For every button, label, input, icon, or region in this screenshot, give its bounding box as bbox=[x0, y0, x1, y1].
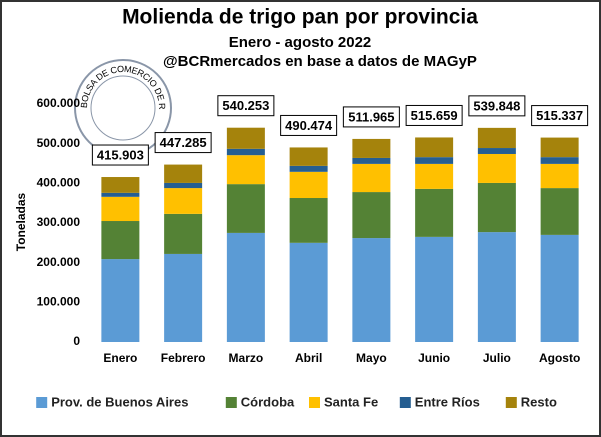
x-tick-label: Agosto bbox=[539, 351, 580, 365]
chart-title: Molienda de trigo pan por provincia bbox=[122, 6, 478, 29]
legend-label: Córdoba bbox=[241, 394, 295, 409]
legend-swatch bbox=[36, 397, 48, 408]
x-tick-label: Febrero bbox=[161, 351, 206, 365]
total-label: 515.337 bbox=[536, 108, 583, 123]
bar-segment bbox=[226, 184, 265, 233]
bar-segment bbox=[289, 147, 328, 166]
bar-segment bbox=[226, 232, 265, 342]
bar-segment bbox=[540, 137, 579, 158]
bar-segment bbox=[540, 188, 579, 235]
legend-label: Prov. de Buenos Aires bbox=[51, 394, 188, 409]
bar-segment bbox=[226, 155, 265, 185]
total-box bbox=[342, 106, 400, 128]
bar-segment bbox=[101, 196, 140, 222]
legend-swatch bbox=[505, 397, 517, 408]
y-axis-label: Toneladas bbox=[14, 192, 28, 251]
bar-segment bbox=[289, 242, 328, 342]
bar-segment bbox=[101, 259, 140, 342]
legend-label: Entre Ríos bbox=[415, 394, 480, 409]
x-tick-label: Marzo bbox=[229, 351, 264, 365]
total-box bbox=[405, 104, 463, 126]
bar-segment bbox=[289, 198, 328, 243]
bar-segment bbox=[415, 157, 454, 164]
bar-segment bbox=[164, 182, 203, 189]
total-label: 540.253 bbox=[222, 98, 269, 113]
bar-segment bbox=[352, 238, 391, 342]
total-label: 490.474 bbox=[285, 118, 333, 133]
bar-segment bbox=[352, 138, 391, 158]
bar-segment bbox=[477, 127, 516, 149]
y-tick-label: 600.000 bbox=[37, 96, 81, 110]
bar-segment bbox=[415, 163, 454, 189]
y-tick-label: 200.000 bbox=[37, 255, 81, 269]
y-tick-label: 500.000 bbox=[37, 136, 81, 150]
x-tick-label: Mayo bbox=[356, 351, 387, 365]
x-tick-label: Junio bbox=[418, 351, 450, 365]
bar-segment bbox=[164, 188, 203, 214]
legend-swatch bbox=[225, 397, 237, 408]
bar-segment bbox=[352, 163, 391, 193]
x-tick-label: Abril bbox=[295, 351, 322, 365]
bar-segment bbox=[226, 148, 265, 156]
bar-segment bbox=[101, 192, 140, 197]
bar-segment bbox=[477, 182, 516, 233]
legend-label: Resto bbox=[521, 394, 557, 409]
bar-segment bbox=[101, 221, 140, 260]
bar-segment bbox=[164, 164, 203, 183]
bar-segment bbox=[415, 137, 454, 158]
bar-segment bbox=[101, 177, 140, 193]
bar-segment bbox=[540, 163, 579, 189]
total-box bbox=[280, 114, 338, 136]
total-box bbox=[91, 144, 149, 166]
bar-segment bbox=[352, 157, 391, 164]
legend-swatch bbox=[309, 397, 320, 408]
bar-segment bbox=[164, 213, 203, 254]
total-box bbox=[217, 95, 275, 117]
bar-segment bbox=[415, 236, 454, 342]
total-label: 515.659 bbox=[411, 108, 458, 123]
bar-segment bbox=[164, 253, 203, 342]
chart-source: @BCRmercados en base a datos de MAGyP bbox=[163, 53, 477, 70]
y-tick-label: 300.000 bbox=[37, 215, 81, 229]
logo-inner bbox=[90, 75, 156, 141]
y-tick-label: 0 bbox=[73, 334, 80, 348]
bar-segment bbox=[477, 153, 516, 183]
bar-segment bbox=[477, 232, 516, 342]
total-label: 539.848 bbox=[473, 98, 520, 113]
total-label: 415.903 bbox=[97, 147, 144, 162]
bar-segment bbox=[477, 148, 516, 154]
legend-swatch bbox=[399, 397, 411, 408]
total-box bbox=[154, 132, 212, 154]
x-tick-label: Enero bbox=[103, 351, 137, 365]
total-box bbox=[468, 95, 526, 117]
bar-segment bbox=[540, 234, 579, 342]
bar-segment bbox=[415, 188, 454, 237]
bar-segment bbox=[289, 171, 328, 199]
chart-subtitle: Enero - agosto 2022 bbox=[229, 34, 372, 51]
legend-label: Santa Fe bbox=[324, 394, 378, 409]
bar-segment bbox=[540, 157, 579, 164]
bar-segment bbox=[352, 192, 391, 239]
total-label: 511.965 bbox=[348, 109, 394, 124]
bar-segment bbox=[226, 127, 265, 149]
total-label: 447.285 bbox=[160, 135, 207, 150]
y-tick-label: 100.000 bbox=[37, 295, 81, 309]
y-tick-label: 400.000 bbox=[37, 176, 81, 190]
x-tick-label: Julio bbox=[483, 351, 511, 365]
total-box bbox=[531, 105, 589, 127]
bar-segment bbox=[289, 165, 328, 172]
